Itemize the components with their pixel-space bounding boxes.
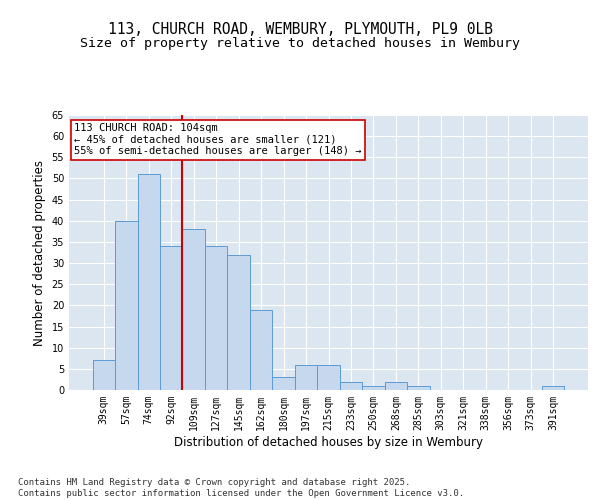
Bar — [272, 378, 295, 390]
Bar — [250, 310, 272, 390]
Bar — [362, 386, 385, 390]
Bar — [227, 254, 250, 390]
Y-axis label: Number of detached properties: Number of detached properties — [33, 160, 46, 346]
Bar — [295, 364, 317, 390]
Bar — [407, 386, 430, 390]
Bar — [542, 386, 565, 390]
Bar — [205, 246, 227, 390]
Bar — [92, 360, 115, 390]
Bar — [160, 246, 182, 390]
Text: 113 CHURCH ROAD: 104sqm
← 45% of detached houses are smaller (121)
55% of semi-d: 113 CHURCH ROAD: 104sqm ← 45% of detache… — [74, 123, 362, 156]
X-axis label: Distribution of detached houses by size in Wembury: Distribution of detached houses by size … — [174, 436, 483, 448]
Bar — [115, 221, 137, 390]
Bar — [385, 382, 407, 390]
Bar — [137, 174, 160, 390]
Bar — [317, 364, 340, 390]
Bar — [182, 229, 205, 390]
Text: Contains HM Land Registry data © Crown copyright and database right 2025.
Contai: Contains HM Land Registry data © Crown c… — [18, 478, 464, 498]
Bar — [340, 382, 362, 390]
Text: 113, CHURCH ROAD, WEMBURY, PLYMOUTH, PL9 0LB: 113, CHURCH ROAD, WEMBURY, PLYMOUTH, PL9… — [107, 22, 493, 38]
Text: Size of property relative to detached houses in Wembury: Size of property relative to detached ho… — [80, 38, 520, 51]
